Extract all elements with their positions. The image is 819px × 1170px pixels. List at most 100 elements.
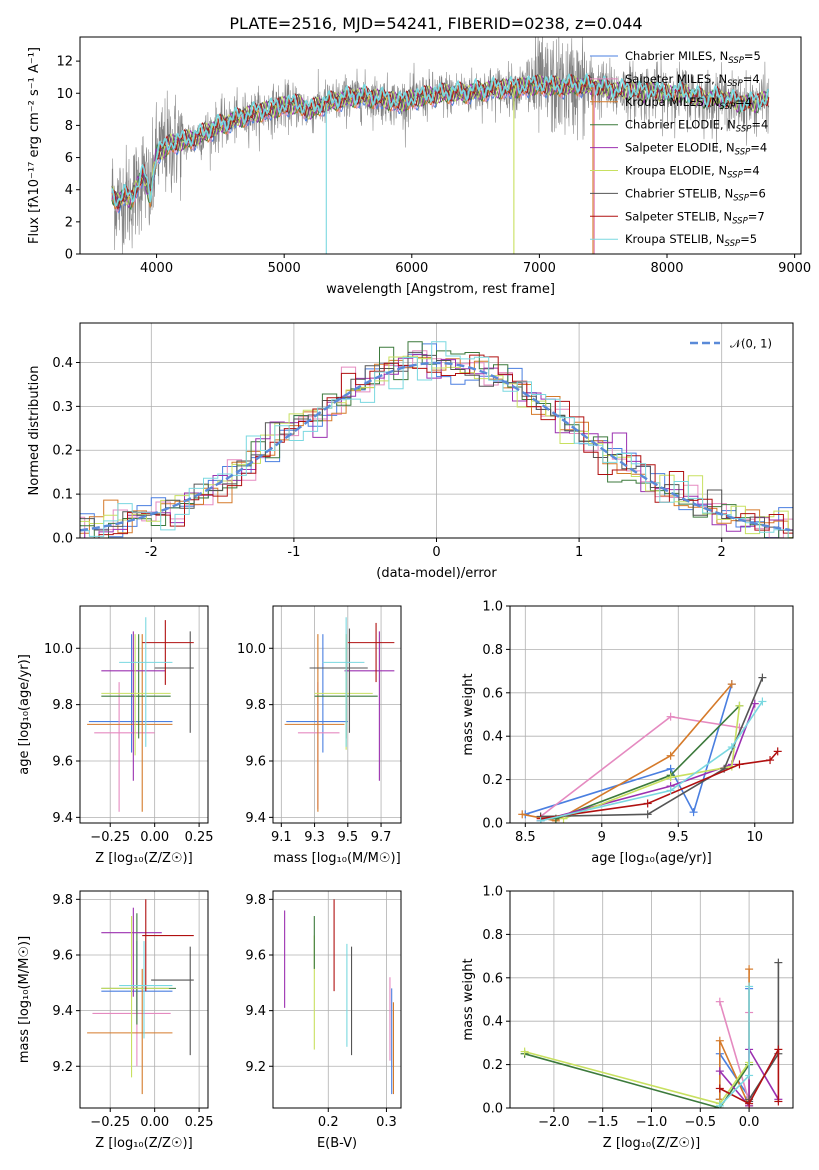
model-line-chabrier_stelib	[111, 73, 770, 209]
y-axis-label: Flux [fλ10⁻¹⁷ erg cm⁻² s⁻¹ A⁻¹]	[27, 47, 42, 244]
x-tick-label: −0.25	[90, 830, 130, 845]
axes-frame	[272, 890, 402, 1109]
x-tick-label: 2	[718, 545, 726, 560]
y-tick-label: 0.0	[482, 817, 503, 832]
y-tick-label: 0.4	[52, 356, 73, 371]
model-line-kroupa_stelib	[111, 72, 770, 208]
y-tick-label: 0.4	[482, 730, 503, 745]
y-tick-label: 0.8	[482, 928, 503, 943]
y-tick-label: 2	[65, 215, 73, 230]
y-tick-label: 10.0	[237, 642, 266, 657]
series-line-kroupa_elodie	[563, 705, 741, 820]
y-tick-label: 6	[65, 151, 73, 166]
y-tick-label: 0.8	[482, 643, 503, 658]
x-tick-label: −0.25	[90, 1115, 130, 1130]
legend-label-normal: 𝒩(0, 1)	[730, 337, 772, 351]
series-line-chabrier_elodie	[524, 1053, 750, 1108]
x-tick-label: 0	[432, 545, 440, 560]
histogram-salpeter_stelib	[80, 354, 793, 538]
age_vs_Z-panel: −0.25 0.00 0.25 9.4 9.6 9.8 10.0 Z [log₁₀(Z/Z☉)…	[17, 605, 214, 866]
histogram-kroupa_elodie	[80, 355, 793, 538]
point-marker-salpeter_miles	[666, 712, 675, 721]
point-marker-salpeter_elodie	[715, 1067, 724, 1076]
y-tick-label: 0.6	[482, 686, 503, 701]
x-tick-label: 8.5	[515, 830, 536, 845]
point-marker-kroupa_elodie	[520, 1047, 529, 1056]
y-tick-label: 0.1	[52, 488, 73, 503]
histogram-salpeter_miles	[80, 350, 793, 538]
series-line-salpeter_elodie	[540, 703, 756, 822]
series-line-chabrier_stelib	[540, 677, 764, 818]
x-axis-label: age [log₁₀(age/yr)]	[591, 851, 712, 866]
y-tick-label: 9.6	[245, 948, 266, 963]
x-tick-label: 9000	[778, 261, 811, 276]
legend-label-chabrier_stelib: Chabrier STELIB, NSSP=6	[625, 186, 766, 203]
point-marker-kroupa_stelib	[758, 697, 767, 706]
point-marker-chabrier_miles	[689, 808, 698, 817]
x-axis-label: Z [log₁₀(Z/Z☉)]	[95, 1136, 192, 1151]
point-marker-kroupa_stelib	[745, 982, 754, 991]
x-tick-label: 0.00	[140, 830, 169, 845]
x-tick-label: 0.00	[140, 1115, 169, 1130]
point-marker-salpeter_stelib	[643, 799, 652, 808]
point-marker-kroupa_elodie	[735, 701, 744, 710]
y-tick-label: 12	[56, 55, 73, 70]
x-tick-label: −1.0	[636, 1115, 668, 1130]
point-marker-kroupa_elodie	[666, 773, 675, 782]
mass_weight_vs_Z-plot-area	[520, 958, 783, 1108]
x-tick-label: 9.1	[271, 830, 292, 845]
x-axis-label: Z [log₁₀(Z/Z☉)]	[603, 1136, 700, 1151]
x-tick-label: 6000	[395, 261, 428, 276]
legend-label-salpeter_stelib: Salpeter STELIB, NSSP=7	[625, 209, 765, 226]
point-marker-salpeter_miles	[715, 997, 724, 1006]
age_vs_Z-plot-area	[87, 617, 194, 812]
y-tick-label: 9.8	[245, 893, 266, 908]
histogram-kroupa_miles	[80, 356, 793, 538]
x-tick-label: 1	[575, 545, 583, 560]
mass_weight_vs_age-panel: 8.5 9 9.5 10 0.0 0.2 0.4 0.6 0.8 1.0 age [log₁₀(ag…	[461, 600, 794, 866]
spectrum-panel: 4000 5000 6000 7000 8000 9000 0 2 4 6 8 10 12 wavelen…	[27, 36, 811, 297]
y-tick-label: 4	[65, 183, 73, 198]
point-marker-salpeter_stelib	[773, 747, 782, 756]
series-line-chabrier_miles	[525, 683, 733, 816]
legend-label-salpeter_miles: Salpeter MILES, NSSP=4	[625, 72, 760, 89]
axes-frame	[79, 890, 209, 1109]
x-axis-label: (data-model)/error	[376, 566, 497, 581]
residuals-panel: -2 -1 0 1 2 0.0 0.1 0.2 0.3 0.4 (data-model)/error…	[27, 322, 794, 581]
axes-frame	[79, 36, 802, 255]
mass_weight_vs_age-plot-area	[518, 673, 782, 823]
x-axis-label: Z [log₁₀(Z/Z☉)]	[95, 851, 192, 866]
age_vs_mass-plot-area	[284, 617, 395, 812]
x-tick-label: 4000	[140, 261, 173, 276]
x-tick-label: 7000	[523, 261, 556, 276]
mass_vs_Z-panel: −0.25 0.00 0.25 9.2 9.4 9.6 9.8 Z [log₁₀(Z/Z☉)]…	[17, 890, 214, 1151]
spectrum-legend: Chabrier MILES, NSSP=5 Salpeter MILES, NS…	[590, 49, 768, 249]
y-tick-label: 0.0	[482, 1102, 503, 1117]
y-tick-label: 9.8	[245, 698, 266, 713]
x-axis-label: mass [log₁₀(M/M☉)]	[273, 851, 400, 866]
y-tick-label: 0.6	[482, 971, 503, 986]
x-tick-label: 9.5	[337, 830, 358, 845]
x-tick-label: 0.0	[739, 1115, 760, 1130]
series-line-salpeter_stelib	[719, 1049, 780, 1105]
x-tick-label: 8000	[650, 261, 683, 276]
legend-label-kroupa_elodie: Kroupa ELODIE, NSSP=4	[625, 164, 760, 181]
x-tick-label: -1	[287, 545, 300, 560]
mass_vs_EBV-panel: 0.2 0.3 9.2 9.4 9.6 9.8 E(B-V)	[245, 890, 402, 1151]
point-marker-salpeter_stelib	[735, 760, 744, 769]
y-tick-label: 0.2	[482, 1058, 503, 1073]
x-tick-label: −0.5	[685, 1115, 717, 1130]
y-tick-label: 0.0	[52, 532, 73, 547]
x-tick-label: 0.2	[318, 1115, 339, 1130]
series-line-chabrier_stelib	[748, 962, 780, 1102]
axes-frame	[509, 605, 794, 824]
x-tick-label: 0.25	[185, 830, 214, 845]
histogram-salpeter_elodie	[80, 354, 793, 538]
legend-label-salpeter_elodie: Salpeter ELODIE, NSSP=4	[625, 141, 767, 158]
point-marker-kroupa_miles	[715, 1036, 724, 1045]
legend-label-kroupa_stelib: Kroupa STELIB, NSSP=5	[625, 232, 757, 249]
y-tick-label: 9.4	[52, 811, 73, 826]
point-marker-kroupa_miles	[727, 680, 736, 689]
y-tick-label: 9.6	[52, 948, 73, 963]
